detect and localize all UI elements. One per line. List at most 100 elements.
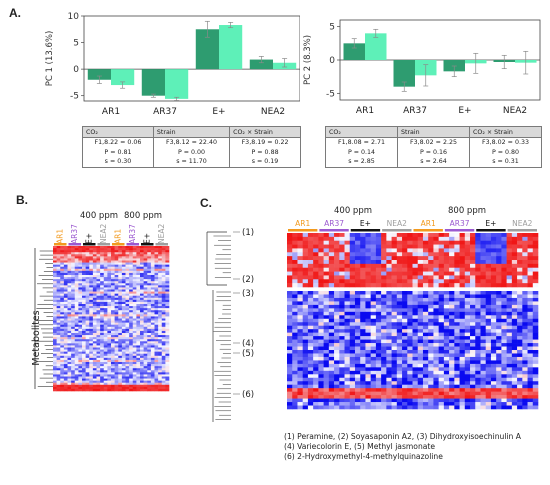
- y-tick-label: -5: [326, 89, 335, 99]
- heatmap-cell: [60, 270, 65, 274]
- heatmap-cell: [339, 260, 345, 265]
- heatmap-cell: [323, 388, 330, 392]
- heatmap-cell: [365, 294, 371, 299]
- heatmap-cell: [150, 285, 155, 288]
- heatmap-cell: [103, 295, 108, 299]
- heatmap-cell: [365, 395, 371, 399]
- heatmap-cell: [143, 318, 148, 321]
- heatmap-cell: [318, 356, 324, 361]
- heatmap-cell: [490, 356, 497, 361]
- heatmap-cell: [485, 297, 492, 302]
- heatmap-cell: [100, 364, 105, 367]
- heatmap-cell: [511, 367, 518, 372]
- heatmap-cell: [511, 360, 518, 365]
- heatmap-cell: [85, 386, 90, 390]
- heatmap-cell: [89, 326, 94, 330]
- heatmap-cell: [522, 388, 528, 392]
- heatmap-cell: [129, 279, 134, 282]
- heatmap-cell: [53, 293, 57, 297]
- heatmap-cell: [532, 260, 539, 265]
- heatmap-cell: [381, 381, 387, 386]
- heatmap-cell: [354, 263, 361, 269]
- heatmap-cell: [339, 291, 345, 295]
- heatmap-cell: [150, 330, 155, 334]
- heatmap-cell: [56, 248, 61, 251]
- heatmap-cell: [96, 324, 101, 328]
- heatmap-cell: [121, 376, 126, 379]
- heatmap-cell: [140, 380, 144, 384]
- heatmap-cell: [107, 297, 112, 301]
- heatmap-cell: [511, 301, 518, 306]
- heatmap-cell: [422, 395, 429, 399]
- heatmap-cell: [532, 381, 539, 386]
- heatmap-cell: [433, 297, 439, 302]
- heatmap-cell: [480, 271, 487, 276]
- heatmap-cell: [470, 374, 476, 379]
- heatmap-cell: [490, 294, 497, 299]
- heatmap-cell: [140, 277, 144, 280]
- heatmap-cell: [417, 388, 424, 392]
- heatmap-cell: [53, 295, 57, 299]
- heatmap-cell: [165, 277, 170, 280]
- heatmap-cell: [517, 260, 523, 265]
- heatmap-cell: [118, 382, 123, 386]
- heatmap-cell: [114, 364, 119, 367]
- heatmap-cell: [111, 295, 115, 299]
- heatmap-cell: [480, 339, 487, 344]
- heatmap-cell: [78, 258, 83, 261]
- heatmap-cell: [154, 304, 159, 307]
- heatmap-cell: [67, 304, 72, 307]
- heatmap-cell: [67, 301, 72, 305]
- heatmap-cell: [96, 376, 101, 379]
- heatmap-cell: [63, 272, 68, 276]
- heatmap-cell: [360, 263, 366, 269]
- heatmap-cell: [136, 308, 141, 311]
- heatmap-cell: [496, 311, 502, 316]
- heatmap-cell: [527, 363, 534, 368]
- heatmap-cell: [103, 310, 108, 313]
- heatmap-cell: [370, 233, 377, 238]
- y-tick-label: 0: [73, 65, 79, 75]
- heatmap-cell: [412, 244, 419, 249]
- heatmap-cell: [527, 391, 534, 396]
- heatmap-cell: [292, 279, 298, 284]
- heatmap-cell: [328, 346, 335, 351]
- heatmap-cell: [125, 378, 130, 381]
- heatmap-cell: [85, 310, 90, 313]
- heatmap-cell: [82, 386, 86, 390]
- heatmap-cell: [459, 308, 466, 313]
- heatmap-cell: [85, 335, 90, 338]
- heatmap-cell: [501, 377, 507, 382]
- heatmap-cell: [349, 339, 356, 344]
- heatmap-cell: [111, 372, 115, 375]
- heatmap-cell: [480, 391, 487, 396]
- heatmap-cell: [396, 367, 403, 372]
- heatmap-cell: [532, 291, 539, 295]
- heatmap-cell: [496, 388, 502, 392]
- heatmap-cell: [297, 240, 303, 245]
- heatmap-cell: [53, 260, 57, 263]
- heatmap-cell: [136, 388, 141, 392]
- heatmap-cell: [96, 306, 101, 309]
- heatmap-cell: [103, 293, 108, 297]
- heatmap-cell: [422, 353, 429, 358]
- heatmap-cell: [78, 289, 83, 292]
- heatmap-cell: [334, 381, 340, 386]
- heatmap-cell: [354, 384, 361, 389]
- heatmap-cell: [475, 395, 481, 399]
- heatmap-cell: [103, 287, 108, 290]
- heatmap-cell: [136, 370, 141, 373]
- heatmap-cell: [443, 332, 450, 337]
- heatmap-cell: [396, 332, 403, 337]
- heatmap-cell: [158, 347, 163, 350]
- heatmap-cell: [396, 405, 403, 410]
- heatmap-cell: [334, 260, 340, 265]
- heatmap-cell: [78, 250, 83, 253]
- heatmap-cell: [78, 262, 83, 265]
- heatmap-cell: [344, 260, 351, 265]
- heatmap-cell: [114, 316, 119, 319]
- heatmap-cell: [407, 377, 413, 382]
- heatmap-cell: [132, 355, 137, 359]
- heatmap-cell: [165, 337, 170, 340]
- heatmap-cell: [375, 263, 382, 269]
